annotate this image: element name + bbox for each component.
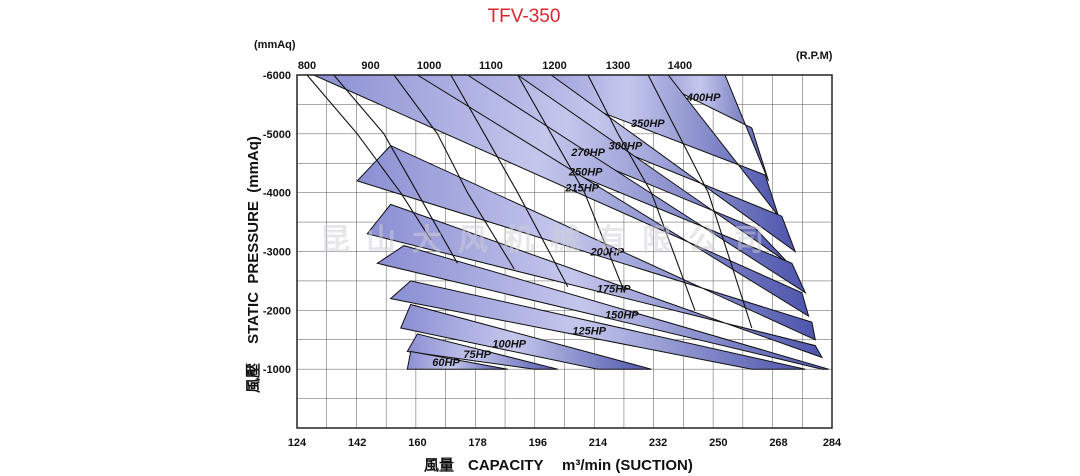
rpm-lines (306, 75, 753, 329)
y-axis-title-cn: 風壓 (245, 363, 262, 393)
chart-title: TFV-350 (488, 6, 561, 27)
rpm-tick-label: 1400 (668, 60, 692, 72)
rpm-line-1200 (517, 75, 626, 293)
rpm-tick-label: 1000 (417, 60, 441, 72)
y-tick-label: -5000 (263, 129, 291, 141)
power-band-175hp (366, 203, 824, 359)
power-band-label: 200HP (589, 247, 624, 259)
power-band-label: 250HP (568, 167, 603, 179)
rpm-line-1000 (393, 75, 515, 270)
x-tick-label: 232 (649, 437, 667, 449)
power-band-300hp (433, 75, 797, 253)
y-axis-title: 風壓 STATIC PRESSURE (mmAq) (245, 136, 262, 393)
power-band-400hp (644, 75, 769, 182)
power-band-100hp (400, 303, 652, 370)
power-band-215hp (313, 75, 810, 318)
y-tick-label: -6000 (263, 70, 291, 82)
power-band-label: 215HP (564, 183, 599, 195)
y-axis-title-en: STATIC PRESSURE (mmAq) (245, 136, 262, 344)
x-tick-label: 178 (468, 437, 486, 449)
rpm-line-800 (306, 75, 432, 240)
rpm-unit-label: (R.P.M) (796, 50, 833, 62)
power-band-label: 75HP (463, 349, 491, 361)
y-tick-label: -2000 (263, 305, 291, 317)
rpm-tick-label: 1300 (606, 60, 630, 72)
power-band-60hp (406, 350, 508, 370)
x-tick-label: 284 (823, 437, 842, 449)
power-band-150hp (376, 245, 829, 370)
x-tick-label: 142 (348, 437, 366, 449)
y-tick-label: -3000 (263, 247, 291, 259)
power-band-label: 60HP (432, 357, 460, 369)
plot-frame (296, 74, 833, 429)
rpm-tick-label: 800 (298, 60, 316, 72)
rpm-line-1100 (450, 75, 569, 288)
power-band-label: 150HP (605, 310, 639, 322)
x-tick-label: 196 (529, 437, 547, 449)
x-axis-ticks: 124 142 160 178 196 214 232 250 268 284 (288, 437, 842, 449)
power-band-75hp (406, 333, 558, 370)
x-tick-label: 160 (408, 437, 426, 449)
y-unit-label: (mmAq) (254, 39, 296, 51)
y-tick-label: -4000 (263, 188, 291, 200)
x-axis-title-unit: m³/min (SUCTION) (562, 457, 693, 474)
rpm-axis-ticks: 800 900 1000 1100 1200 1300 1400 (298, 60, 692, 72)
x-tick-label: 124 (288, 437, 307, 449)
power-bands (313, 75, 829, 370)
x-tick-label: 250 (709, 437, 727, 449)
power-band-label: 400HP (686, 92, 721, 104)
power-band-labels: 400HP 350HP 300HP 270HP 250HP 215HP 200HP 175HP… (432, 92, 721, 369)
power-band-label: 350HP (631, 118, 665, 130)
x-tick-label: 268 (769, 437, 787, 449)
rpm-tick-label: 1200 (542, 60, 566, 72)
power-band-label: 100HP (492, 339, 526, 351)
x-axis-title-cn: 風量 (424, 457, 454, 474)
rpm-line-1300 (587, 75, 696, 311)
power-band-125hp (389, 280, 806, 370)
rpm-line-900 (333, 75, 458, 264)
power-band-label: 125HP (572, 325, 606, 337)
rpm-tick-label: 1100 (479, 60, 503, 72)
power-band-250hp (333, 75, 807, 295)
power-band-200hp (356, 144, 816, 341)
watermark-text: 昆山大风机械有限公司 (320, 224, 780, 257)
x-tick-label: 214 (589, 437, 608, 449)
power-band-label: 175HP (597, 283, 631, 295)
x-axis-title-en: CAPACITY (468, 457, 544, 474)
rpm-tick-label: 900 (361, 60, 379, 72)
y-axis-ticks: -1000 -2000 -3000 -4000 -5000 -6000 (263, 70, 291, 376)
rpm-line-1400 (647, 75, 753, 329)
power-band-label: 270HP (570, 147, 605, 159)
y-tick-label: -1000 (263, 364, 291, 376)
power-band-label: 300HP (609, 141, 643, 153)
